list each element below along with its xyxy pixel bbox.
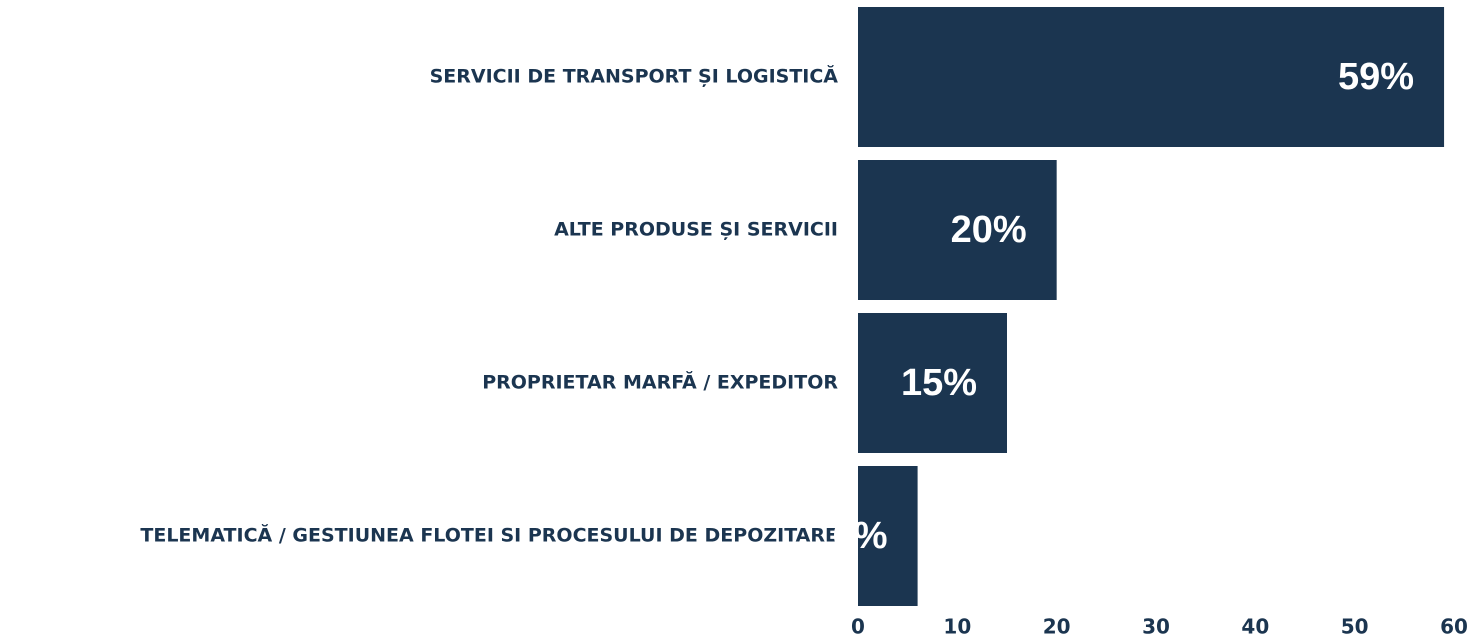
y-tick-label: PROPRIETAR MARFĂ / EXPEDITOR [482, 370, 838, 394]
x-tick-label: 60 [1440, 615, 1468, 639]
bar [858, 313, 1007, 453]
bar [858, 466, 918, 606]
x-tick-label: 40 [1241, 615, 1269, 639]
bar [858, 7, 1445, 147]
x-tick-label: 20 [1043, 615, 1071, 639]
y-tick-label: ALTE PRODUSE ȘI SERVICII [554, 219, 838, 241]
x-tick-label: 0 [851, 615, 865, 639]
data-label: 59% [1338, 56, 1414, 98]
y-tick-label: TELEMATICĂ / GESTIUNEA FLOTEI SI PROCESU… [140, 523, 838, 547]
x-tick-label: 50 [1341, 615, 1369, 639]
y-tick-label: SERVICII DE TRANSPORT ȘI LOGISTICĂ [430, 64, 839, 88]
data-label: 20% [951, 209, 1027, 251]
data-label: 15% [901, 362, 977, 404]
data-label: 6% [833, 515, 888, 557]
bar [858, 160, 1057, 300]
x-tick-label: 10 [943, 615, 971, 639]
x-tick-label: 30 [1142, 615, 1170, 639]
